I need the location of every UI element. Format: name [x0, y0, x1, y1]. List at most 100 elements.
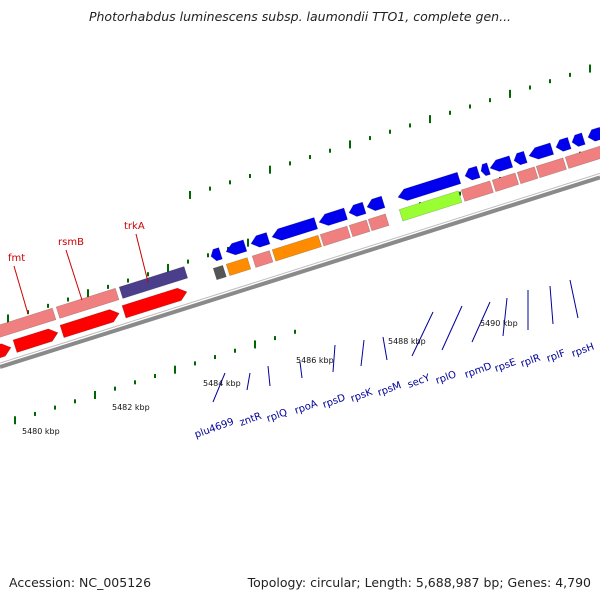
gene-arrow-red [12, 328, 59, 353]
gene-arrow-blue-shape [464, 165, 481, 181]
gene-arrow-blue-shape [489, 155, 514, 172]
gene-block-grey-shape [212, 264, 227, 281]
kbp-label: 5488 kbp [388, 337, 426, 346]
gene-block-pink-shape [491, 172, 520, 192]
gene-arrow-blue-shape [318, 207, 348, 226]
gene-arrow-blue [555, 136, 572, 152]
leader-line-blue [502, 297, 508, 337]
gene-label-rplQ[interactable]: rplQ [265, 407, 289, 425]
gene-label-rsmB[interactable]: rsmB [58, 237, 84, 248]
gene-block-pink-shape [367, 213, 390, 232]
leader-line-red [65, 249, 83, 301]
backbone-line [0, 172, 600, 369]
gene-label-trkA[interactable]: trkA [124, 221, 145, 232]
gene-block-pink [460, 180, 494, 202]
gene-block-pink [564, 144, 600, 169]
gene-label-rpoA[interactable]: rpoA [293, 398, 319, 416]
gene-arrow-blue-shape [571, 132, 586, 147]
leader-line-blue [299, 361, 303, 379]
gene-arrow-blue [480, 162, 491, 177]
label-leader-lines [13, 233, 579, 403]
leader-line-blue [332, 344, 336, 373]
gene-arrow-blue-shape [271, 217, 319, 241]
gene-arrow-blue [366, 195, 386, 212]
leader-line-red [13, 265, 29, 315]
gene-arrow-blue [271, 217, 319, 241]
gene-arrow-red [121, 287, 188, 319]
gene-block-pink-shape [460, 180, 494, 202]
gene-arrow-blue-shape [513, 150, 528, 166]
gene-label-plu4699[interactable]: plu4699 [193, 416, 235, 440]
gene-block-purple-shape [118, 266, 189, 299]
gene-block-purple [118, 266, 189, 299]
gene-block-green-shape [398, 190, 463, 222]
gene-block-pink [251, 250, 274, 268]
gene-arrow-blue-shape [587, 126, 600, 142]
kbp-label: 5484 kbp [203, 379, 241, 388]
gene-label-rplR[interactable]: rplR [519, 353, 542, 370]
map-title: Photorhabdus luminescens subsp. laumondi… [88, 9, 512, 24]
gene-label-rpsE[interactable]: rpsE [493, 357, 517, 375]
gene-arrow-blue-shape [555, 136, 572, 152]
leader-line-blue [441, 305, 463, 351]
gene-label-rpsM[interactable]: rpsM [376, 380, 403, 399]
gene-block-pink [319, 225, 351, 247]
gene-block-pink-shape [319, 225, 351, 247]
gene-label-secY[interactable]: secY [406, 372, 432, 390]
gene-block-pink [367, 213, 390, 232]
accession-text: Accession: NC_005126 [9, 575, 152, 590]
leader-line-blue [411, 311, 434, 357]
gene-arrow-red-shape [121, 287, 188, 319]
gene-block-orange [225, 257, 252, 277]
leader-line-blue [212, 372, 226, 403]
gene-block-pink-shape [251, 250, 274, 268]
gene-block-pink-shape [535, 157, 567, 179]
gene-block-pink-shape [348, 219, 371, 238]
gene-arrow-blue [571, 132, 586, 147]
gene-label-rplO[interactable]: rplO [434, 369, 458, 387]
gene-label-zntR[interactable]: zntR [238, 411, 263, 429]
kbp-label: 5490 kbp [480, 319, 518, 328]
backbone-highlight [0, 172, 600, 364]
gene-block-grey [212, 264, 227, 281]
gene-arrow-blue [489, 155, 514, 172]
gene-arrow-blue [210, 247, 223, 262]
gene-arrow-blue [587, 126, 600, 142]
gene-block-pink-shape [564, 144, 600, 169]
gene-label-rpsH[interactable]: rpsH [570, 342, 596, 360]
gene-block-pink-shape [516, 166, 539, 185]
gene-label-rpsK[interactable]: rpsK [349, 387, 374, 405]
gene-block-orange-shape [271, 234, 322, 262]
gene-arrow-blue-shape [210, 247, 223, 262]
gene-block-pink [0, 307, 57, 339]
gene-label-rplF[interactable]: rplF [545, 348, 567, 365]
gene-label-rpsD[interactable]: rpsD [321, 392, 347, 410]
gene-arrow-blue-shape [348, 201, 367, 217]
gene-arrow-blue [225, 239, 248, 256]
gene-block-pink [491, 172, 520, 192]
kbp-label: 5486 kbp [296, 356, 334, 365]
gene-arrow-blue [348, 201, 367, 217]
gene-arrow-blue [397, 171, 462, 201]
gene-block-green [398, 190, 463, 222]
gene-arrow-blue [318, 207, 348, 226]
gene-block-orange-shape [225, 257, 252, 277]
gene-arrow-blue [464, 165, 481, 181]
gene-arrow-blue [513, 150, 528, 166]
gene-arrow-blue [250, 232, 271, 248]
gene-block-orange [271, 234, 322, 262]
gene-features [0, 126, 600, 361]
gene-block-pink-shape [0, 307, 57, 339]
gene-block-pink-shape [55, 287, 120, 319]
gene-arrow-red-shape [12, 328, 59, 353]
gene-block-pink [535, 157, 567, 179]
leader-line-blue [267, 365, 271, 387]
leader-line-blue [246, 372, 251, 391]
gene-block-pink [55, 287, 120, 319]
gene-arrow-blue-shape [225, 239, 248, 256]
leader-line-blue [360, 339, 365, 367]
gene-label-fmt[interactable]: fmt [8, 253, 25, 264]
gene-label-rpmD[interactable]: rpmD [463, 361, 493, 381]
leader-line-blue [569, 279, 579, 319]
